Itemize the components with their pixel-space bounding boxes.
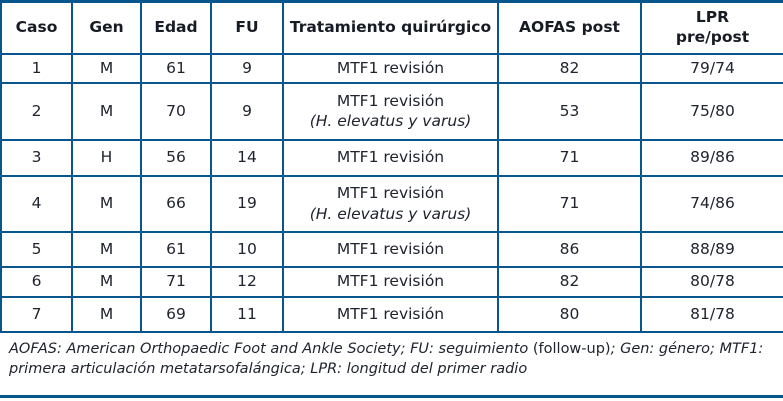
cell-caso: 4 [0, 174, 73, 233]
cell-gen: M [71, 265, 142, 298]
cell-caso: 3 [0, 138, 73, 177]
cell-gen: M [71, 230, 142, 268]
cell-edad: 56 [140, 138, 212, 177]
cell-lpr: 74/86 [640, 174, 783, 233]
cell-lpr: 80/78 [640, 265, 783, 298]
cell-edad: 66 [140, 174, 212, 233]
cell-gen: M [71, 174, 142, 233]
footnote-text: ; Gen: género; MTF1: primera articulació… [9, 340, 764, 377]
column-header-gen: Gen [71, 0, 142, 55]
table-row: 5 M 61 10 MTF1 revisión 86 88/89 [0, 230, 783, 268]
column-header-lpr: LPR pre/post [640, 0, 783, 55]
table-row: 7 M 69 11 MTF1 revisión 80 81/78 [0, 295, 783, 333]
column-header-aofas-post: AOFAS post [497, 0, 642, 55]
cell-aofas-post: 82 [497, 52, 642, 84]
table-row: 1 M 61 9 MTF1 revisión 82 79/74 [0, 52, 783, 84]
treatment-name: MTF1 revisión [336, 239, 445, 258]
cell-aofas-post: 80 [497, 295, 642, 333]
cell-gen: M [71, 52, 142, 84]
table-row: 2 M 70 9 MTF1 revisión (H. elevatus y var… [0, 81, 783, 141]
cell-gen: M [71, 295, 142, 333]
treatment-detail: (H. elevatus y varus) [309, 112, 472, 130]
column-header-edad: Edad [140, 0, 212, 55]
cell-lpr: 89/86 [640, 138, 783, 177]
cell-tratamiento: MTF1 revisión [282, 295, 499, 333]
cell-caso: 6 [0, 265, 73, 298]
bottom-rule-divider [0, 395, 783, 398]
treatment-detail: (H. elevatus y varus) [309, 204, 472, 223]
cell-caso: 2 [0, 81, 73, 141]
cell-gen: M [71, 81, 142, 141]
cell-lpr: 75/80 [640, 81, 783, 141]
cell-tratamiento: MTF1 revisión (H. elevatus y varus) [282, 174, 499, 233]
table-row: 4 M 66 19 MTF1 revisión (H. elevatus y va… [0, 174, 783, 233]
cell-lpr: 79/74 [640, 52, 783, 84]
table-footnote: AOFAS: American Orthopaedic Foot and Ank… [0, 333, 783, 396]
cell-tratamiento: MTF1 revisión [282, 265, 499, 298]
cell-tratamiento: MTF1 revisión (H. elevatus y varus) [282, 81, 499, 141]
cell-fu: 9 [210, 52, 284, 84]
treatment-name: MTF1 revisión [336, 272, 445, 291]
cell-fu: 14 [210, 138, 284, 177]
cell-edad: 70 [140, 81, 212, 141]
cell-aofas-post: 82 [497, 265, 642, 298]
cell-edad: 61 [140, 52, 212, 84]
cell-lpr: 88/89 [640, 230, 783, 268]
header-row: Caso Gen Edad FU Tratamiento quirúrgico … [0, 0, 783, 55]
cell-fu: 11 [210, 295, 284, 333]
cell-aofas-post: 71 [497, 138, 642, 177]
cell-fu: 10 [210, 230, 284, 268]
cell-caso: 5 [0, 230, 73, 268]
cell-fu: 19 [210, 174, 284, 233]
cell-caso: 7 [0, 295, 73, 333]
treatment-name: MTF1 revisión [336, 304, 445, 323]
cell-aofas-post: 71 [497, 174, 642, 233]
treatment-name: MTF1 revisión [336, 58, 445, 77]
table-row: 6 M 71 12 MTF1 revisión 82 80/78 [0, 265, 783, 298]
cell-edad: 69 [140, 295, 212, 333]
footnote-followup: (follow-up) [532, 340, 611, 357]
column-header-fu: FU [210, 0, 284, 55]
cell-fu: 12 [210, 265, 284, 298]
treatment-name: MTF1 revisión [336, 184, 445, 203]
treatment-name: MTF1 revisión [336, 148, 445, 167]
cell-edad: 71 [140, 265, 212, 298]
cell-caso: 1 [0, 52, 73, 84]
table-row: 3 H 56 14 MTF1 revisión 71 89/86 [0, 138, 783, 177]
cell-tratamiento: MTF1 revisión [282, 52, 499, 84]
cell-lpr: 81/78 [640, 295, 783, 333]
column-header-caso: Caso [0, 0, 73, 55]
column-header-tratamiento: Tratamiento quirúrgico [282, 0, 499, 55]
cell-fu: 9 [210, 81, 284, 141]
cell-aofas-post: 53 [497, 81, 642, 141]
footnote-text: AOFAS: American Orthopaedic Foot and Ank… [9, 340, 533, 357]
cell-edad: 61 [140, 230, 212, 268]
cell-tratamiento: MTF1 revisión [282, 230, 499, 268]
cell-aofas-post: 86 [497, 230, 642, 268]
cell-tratamiento: MTF1 revisión [282, 138, 499, 177]
results-table: Caso Gen Edad FU Tratamiento quirúrgico … [0, 0, 783, 333]
cell-gen: H [71, 138, 142, 177]
treatment-name: MTF1 revisión [336, 91, 445, 110]
